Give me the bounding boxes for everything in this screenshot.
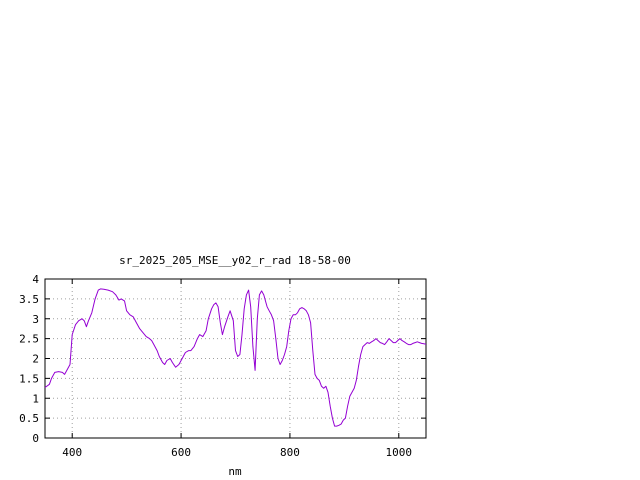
ticks (45, 278, 426, 439)
y-tick-label: 2 (32, 353, 39, 366)
plot-frame (44, 278, 427, 439)
chart-title: sr_2025_205_MSE__y02_r_rad 18-58-00 (119, 254, 351, 267)
series-line-0 (44, 288, 427, 427)
x-axis-label: nm (228, 465, 242, 478)
y-tick-label: 0.5 (19, 412, 39, 425)
y-tick-label: 4 (32, 273, 39, 286)
x-tick-label: 400 (62, 446, 82, 459)
grid (45, 279, 426, 438)
tick-labels: 0 0.5 1 1.5 2 2.5 3 3.5 4 400 600 800 1000 (19, 273, 412, 459)
y-tick-label: 3.5 (19, 293, 39, 306)
y-tick-label: 3 (32, 313, 39, 326)
y-tick-label: 0 (32, 432, 39, 445)
y-tick-label: 2.5 (19, 333, 39, 346)
y-tick-label: 1.5 (19, 372, 39, 385)
x-tick-label: 1000 (386, 446, 413, 459)
x-tick-label: 800 (280, 446, 300, 459)
x-tick-label: 600 (171, 446, 191, 459)
y-tick-label: 1 (32, 392, 39, 405)
series-group (44, 288, 427, 427)
